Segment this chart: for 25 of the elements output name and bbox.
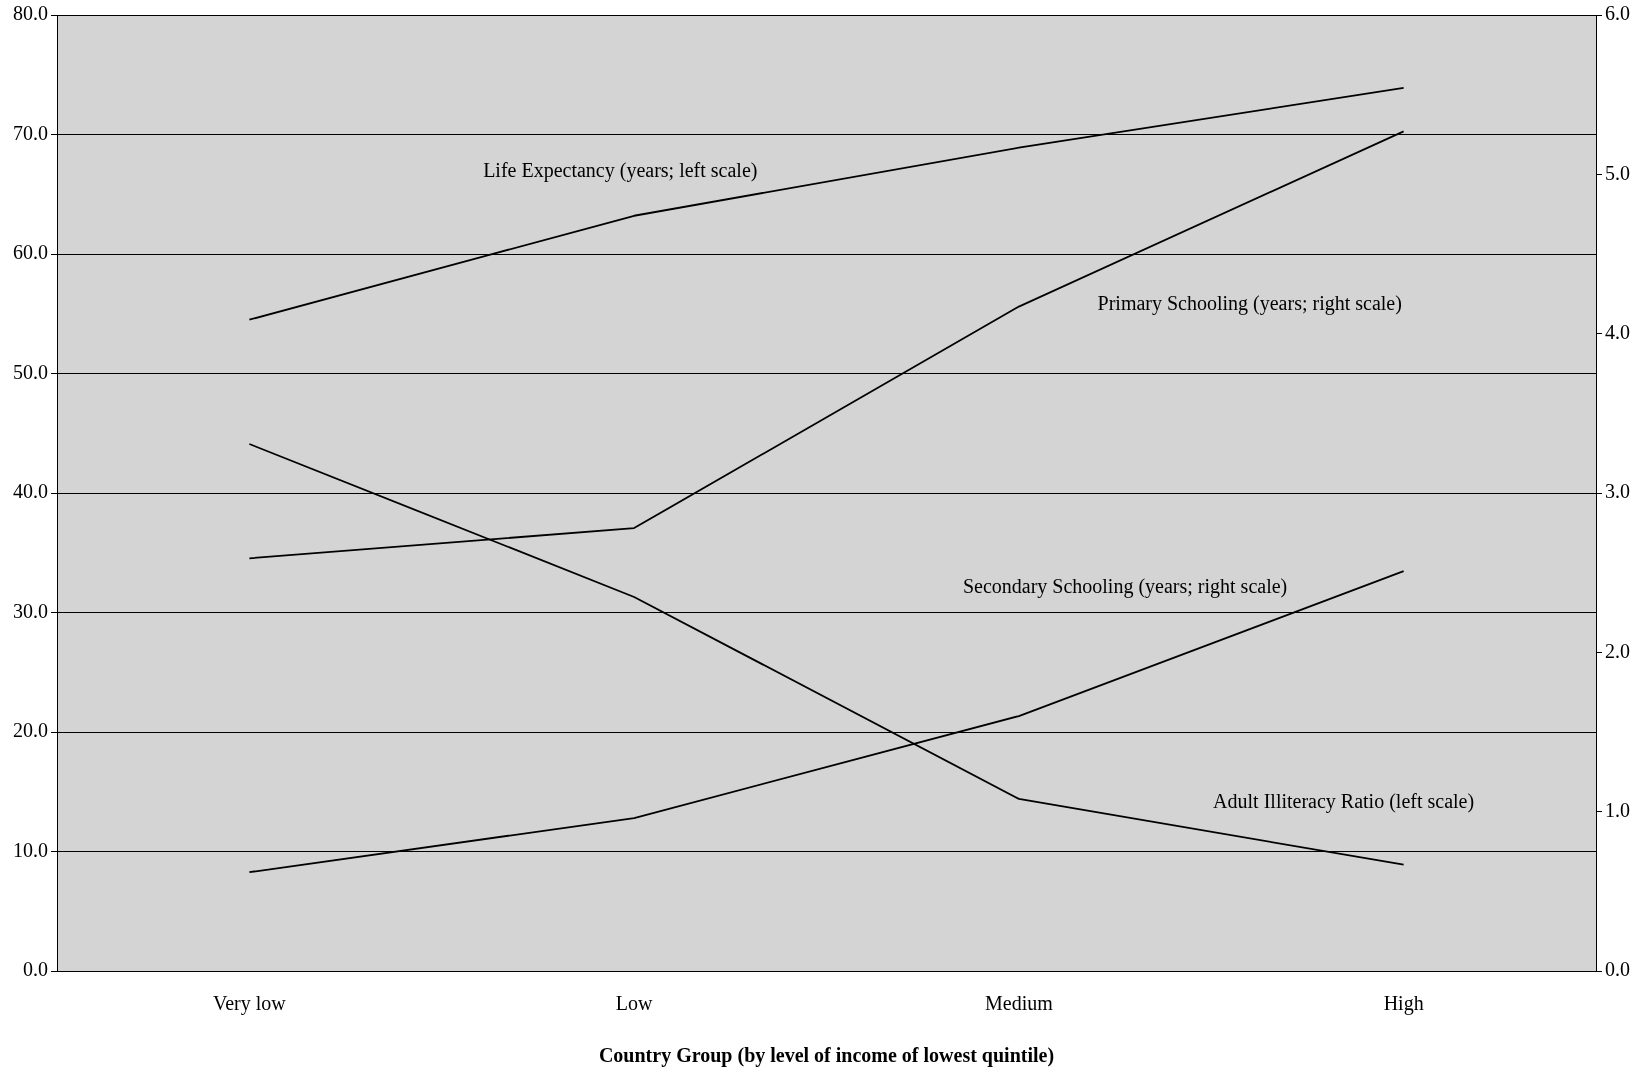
y2-tick-label: 0.0: [1605, 958, 1630, 981]
x-tick-label: Medium: [984, 992, 1054, 1015]
series-label: Secondary Schooling (years; right scale): [962, 574, 1288, 598]
x-axis-title: Country Group (by level of income of lowest quintile): [598, 1044, 1055, 1068]
y-tick-label: 70.0: [13, 121, 48, 144]
y2-tick-label: 3.0: [1605, 480, 1630, 503]
series-label: Adult Illiteracy Ratio (left scale): [1213, 789, 1475, 813]
y2-tick-label: 6.0: [1605, 2, 1630, 25]
y-tick-label: 40.0: [13, 480, 48, 503]
series-label: Life Expectancy (years; left scale): [483, 159, 758, 183]
y2-tick-label: 1.0: [1605, 798, 1630, 821]
y-tick-label: 80.0: [13, 2, 48, 25]
y2-tick-label: 5.0: [1605, 161, 1630, 184]
x-tick-label: High: [1383, 992, 1424, 1016]
y-tick-label: 60.0: [13, 241, 48, 264]
y2-tick-label: 2.0: [1605, 639, 1630, 662]
x-tick-label: Very low: [212, 992, 287, 1016]
y-tick-label: 50.0: [13, 360, 48, 383]
y-tick-label: 10.0: [13, 838, 48, 861]
y-tick-label: 20.0: [13, 719, 48, 742]
y-tick-label: 30.0: [13, 599, 48, 622]
y2-tick-label: 4.0: [1605, 320, 1630, 343]
x-tick-label: Low: [615, 992, 654, 1015]
series-label: Primary Schooling (years; right scale): [1097, 291, 1402, 315]
y-tick-label: 0.0: [23, 958, 48, 981]
